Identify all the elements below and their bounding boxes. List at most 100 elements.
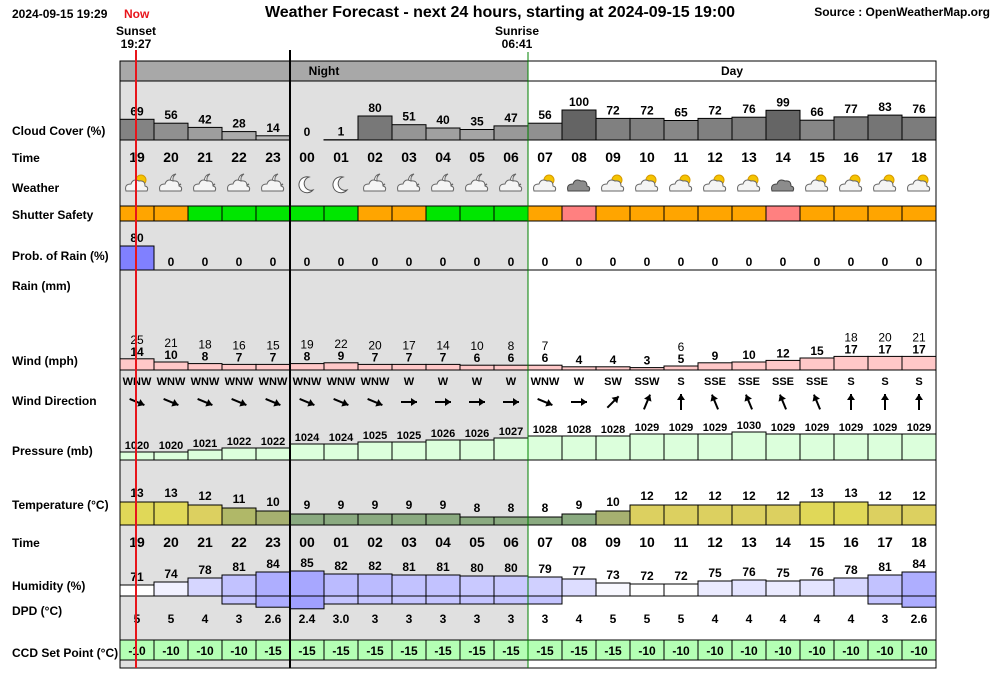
humidity-value: 75	[708, 566, 722, 580]
cloud-cover-bar	[493, 125, 529, 141]
wind-arrowhead-icon	[307, 399, 315, 407]
hour-label: 23	[265, 534, 281, 550]
temperature-bar	[595, 510, 631, 526]
partly-cloudy-day-icon	[907, 174, 931, 192]
humidity-value: 76	[742, 565, 756, 579]
partly-cloudy-night-icon	[159, 173, 183, 192]
wind-speed-value: 7	[372, 350, 379, 364]
cloud-cover-value: 65	[674, 106, 688, 120]
ccd-value: -10	[842, 644, 860, 658]
ccd-value: -15	[366, 644, 384, 658]
hour-label: 18	[911, 534, 927, 550]
wind-speed-value: 9	[712, 349, 719, 363]
rain-prob-value: 0	[542, 255, 549, 269]
wind-gust-value: 22	[334, 337, 348, 351]
cloud-cover-bar	[765, 109, 801, 141]
humidity-bar	[595, 582, 631, 597]
rain-prob-value: 0	[882, 255, 889, 269]
humidity-bar	[527, 576, 563, 597]
wind-dir-label: S	[677, 376, 684, 388]
wind-gust-value: 20	[368, 338, 382, 352]
humidity-bar	[357, 573, 393, 597]
cloud-shape	[567, 179, 591, 192]
pressure-value: 1022	[261, 436, 285, 448]
row-label-wind: Wind (mph)	[12, 354, 78, 368]
dpd-value: 3	[440, 612, 447, 626]
pressure-value: 1024	[295, 432, 320, 444]
partly-cloudy-day-icon	[669, 174, 693, 192]
wind-arrowhead-icon	[445, 398, 451, 406]
wind-bar	[731, 361, 767, 371]
rain-prob-value: 0	[474, 255, 481, 269]
row-label-time: Time	[12, 151, 40, 165]
shutter-safety-cell	[561, 205, 597, 222]
sunrise-marker: Sunrise 06:41	[492, 25, 542, 51]
wind-gust-value: 7	[542, 339, 549, 353]
hour-label: 04	[435, 534, 451, 550]
pressure-value: 1029	[805, 422, 829, 434]
temperature-value: 12	[742, 489, 756, 503]
humidity-bar	[493, 575, 529, 597]
wind-gust-value: 6	[678, 340, 685, 354]
shutter-safety-cell	[731, 205, 767, 222]
wind-bar	[425, 363, 461, 371]
wind-speed-value: 4	[576, 353, 583, 367]
wind-arrowhead-icon	[677, 394, 685, 400]
page-title: Weather Forecast - next 24 hours, starti…	[264, 4, 736, 21]
wind-bar	[289, 363, 325, 371]
rain-prob-value: 0	[372, 255, 379, 269]
hour-label: 01	[333, 534, 349, 550]
rain-prob-value: 0	[644, 255, 651, 269]
pressure-value: 1029	[839, 422, 863, 434]
humidity-value: 81	[878, 560, 892, 574]
shutter-safety-cell	[289, 205, 325, 222]
hour-label: 09	[605, 534, 621, 550]
rain-prob-value: 0	[916, 255, 923, 269]
temperature-bar	[391, 513, 427, 526]
partly-cloudy-night-icon	[465, 173, 489, 192]
pressure-value: 1029	[873, 422, 897, 434]
hour-label: 14	[775, 149, 791, 165]
wind-bar	[561, 366, 597, 371]
rain-prob-value: 0	[814, 255, 821, 269]
cloud-cover-value: 35	[470, 115, 484, 129]
wind-bar	[697, 362, 733, 371]
dpd-value: 4	[780, 612, 787, 626]
wind-arrowhead-icon	[513, 398, 519, 406]
row-label-rain: Rain (mm)	[12, 279, 71, 293]
wind-speed-value: 6	[508, 351, 515, 365]
dpd-bar	[493, 595, 529, 605]
wind-speed-value: 7	[440, 350, 447, 364]
wind-speed-value: 7	[406, 350, 413, 364]
wind-arrowhead-icon	[915, 394, 923, 400]
cloud-cover-value: 72	[606, 103, 620, 117]
sunset-label: Sunset	[115, 24, 156, 38]
cloud-cover-bar	[867, 114, 903, 141]
humidity-value: 84	[912, 557, 926, 571]
pressure-value: 1021	[193, 438, 217, 450]
shutter-safety-cell	[901, 205, 937, 222]
temperature-bar	[629, 504, 665, 526]
row-label-shutter-safety: Shutter Safety	[12, 208, 94, 222]
wind-speed-value: 9	[338, 349, 345, 363]
cloud-cover-value: 28	[232, 117, 246, 131]
wind-bar	[833, 355, 869, 371]
wind-arrowhead-icon	[881, 394, 889, 400]
cloud-cover-bar	[255, 135, 291, 141]
partly-cloudy-day-icon	[805, 174, 829, 192]
humidity-value: 81	[232, 560, 246, 574]
cloud-cover-bar	[153, 122, 189, 141]
dpd-value: 5	[678, 612, 685, 626]
cloud-shape	[397, 179, 421, 192]
pressure-bar	[255, 447, 291, 461]
cloud-cover-bar	[357, 115, 393, 141]
wind-gust-value: 25	[130, 333, 144, 347]
wind-arrowhead-icon	[545, 399, 553, 407]
wind-arrowhead-icon	[341, 399, 349, 407]
dpd-value: 3.0	[333, 612, 350, 626]
temperature-value: 9	[440, 498, 447, 512]
temperature-value: 13	[130, 486, 144, 500]
temperature-bar	[697, 504, 733, 526]
humidity-value: 78	[198, 563, 212, 577]
